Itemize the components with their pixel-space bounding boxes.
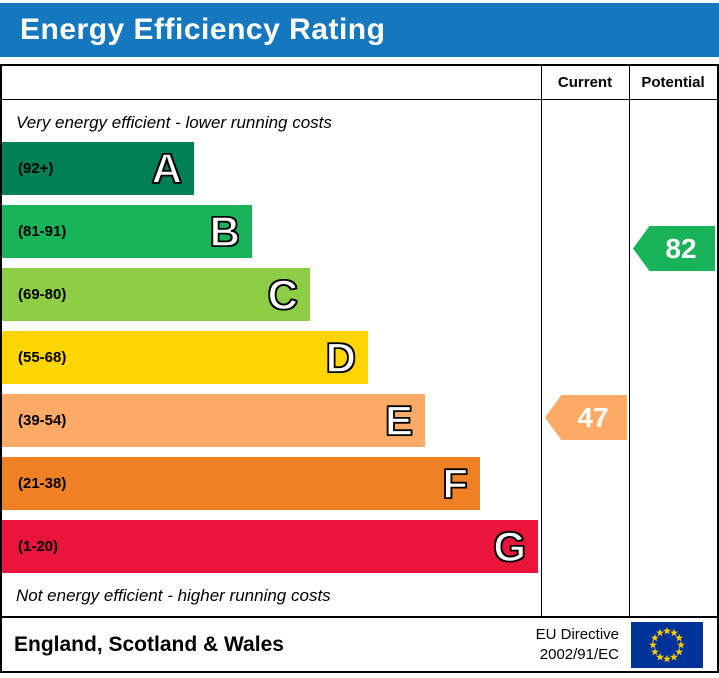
band-letter: D <box>325 333 357 382</box>
band-range-label: (81-91) <box>18 223 67 240</box>
column-header-spacer <box>2 66 541 99</box>
band-bar-e: (39-54) E <box>2 394 425 447</box>
bottom-note: Not energy efficient - higher running co… <box>16 586 331 605</box>
band-range-label: (55-68) <box>18 349 67 366</box>
band-bar-a: (92+) A <box>2 142 194 195</box>
band-row-b: (81-91) B <box>2 205 717 258</box>
column-header-row: Current Potential <box>2 66 717 100</box>
potential-column-header: Potential <box>641 74 705 91</box>
top-note: Very energy efficient - lower running co… <box>16 113 332 132</box>
footer: England, Scotland & Wales EU Directive 2… <box>2 618 717 671</box>
band-bar-f: (21-38) F <box>2 457 480 510</box>
column-divider <box>541 66 542 616</box>
current-rating-value: 47 <box>577 401 609 433</box>
band-bar-g: (1-20) G <box>2 520 538 573</box>
band-letter: G <box>493 522 527 571</box>
band-range-label: (21-38) <box>18 475 67 492</box>
potential-rating-value: 82 <box>665 232 697 264</box>
rating-chart: Current Potential Very energy efficient … <box>2 66 717 618</box>
eu-flag-svg <box>631 621 703 668</box>
column-divider <box>629 66 630 616</box>
eu-directive-line1: EU Directive <box>535 626 619 643</box>
eu-directive-line2: 2002/91/EC <box>539 645 619 663</box>
band-row-c: (69-80) C <box>2 268 717 321</box>
band-row-d: (55-68) D <box>2 331 717 384</box>
band-range-label: (39-54) <box>18 412 67 429</box>
current-rating-arrow: 47 <box>545 395 627 440</box>
band-bar-d: (55-68) D <box>2 331 368 384</box>
eu-flag-icon <box>631 621 703 668</box>
band-bar-c: (69-80) C <box>2 268 310 321</box>
band-row-g: (1-20) G <box>2 520 717 573</box>
band-row-e: (39-54) E <box>2 394 717 447</box>
epc-frame: Current Potential Very energy efficient … <box>0 64 719 673</box>
band-range-label: (1-20) <box>18 538 59 555</box>
potential-rating-arrow: 82 <box>633 226 715 271</box>
title-bar: Energy Efficiency Rating <box>0 3 719 57</box>
band-range-label: (92+) <box>18 160 54 177</box>
band-bar-b: (81-91) B <box>2 205 252 258</box>
bands: (92+) A (81-91) B (69-80) C (55-68) <box>2 142 717 573</box>
band-row-f: (21-38) F <box>2 457 717 510</box>
current-column-header: Current <box>557 74 613 91</box>
band-letter: E <box>384 396 414 445</box>
band-letter: A <box>151 144 183 193</box>
band-letter: F <box>442 459 469 508</box>
band-letter: C <box>267 270 299 319</box>
eu-directive-label: EU Directive 2002/91/EC <box>536 625 619 664</box>
band-range-label: (69-80) <box>18 286 67 303</box>
band-letter: B <box>209 207 241 256</box>
band-row-a: (92+) A <box>2 142 717 195</box>
page-title: Energy Efficiency Rating <box>20 13 386 46</box>
region-label: England, Scotland & Wales <box>14 632 284 656</box>
